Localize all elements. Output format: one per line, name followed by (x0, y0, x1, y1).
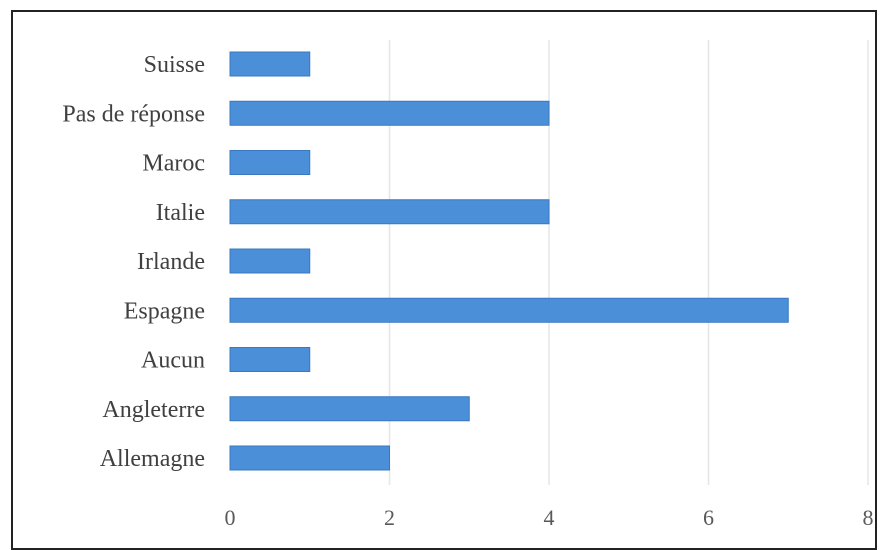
bar-italie (229, 199, 550, 225)
x-tick-label: 4 (544, 505, 555, 530)
bar-aucun (229, 347, 311, 372)
bars (229, 51, 789, 471)
category-label: Allemagne (100, 446, 205, 472)
x-tick-label: 0 (225, 505, 236, 530)
category-label: Angleterre (102, 397, 205, 423)
x-tick-label: 8 (863, 505, 874, 530)
category-label: Espagne (124, 298, 205, 324)
x-tick-label: 6 (703, 505, 714, 530)
bar-maroc (229, 150, 311, 175)
category-label: Suisse (144, 52, 205, 78)
bar-espagne (229, 297, 789, 323)
bar-allemagne (229, 445, 390, 471)
category-label: Maroc (142, 151, 205, 177)
category-label: Italie (156, 200, 205, 226)
category-label: Pas de réponse (62, 101, 205, 127)
chart-frame (11, 10, 877, 550)
category-label: Aucun (141, 348, 205, 374)
bar-irlande (229, 248, 311, 274)
bar-pas-de-r-ponse (229, 100, 550, 126)
category-labels: Suisse Pas de réponse Maroc Italie Irlande Es… (62, 52, 205, 472)
x-tick-label: 2 (384, 505, 395, 530)
bar-angleterre (229, 396, 470, 422)
category-label: Irlande (137, 249, 205, 275)
x-tick-labels: 0 2 4 6 8 (225, 505, 874, 530)
bar-suisse (229, 51, 311, 77)
